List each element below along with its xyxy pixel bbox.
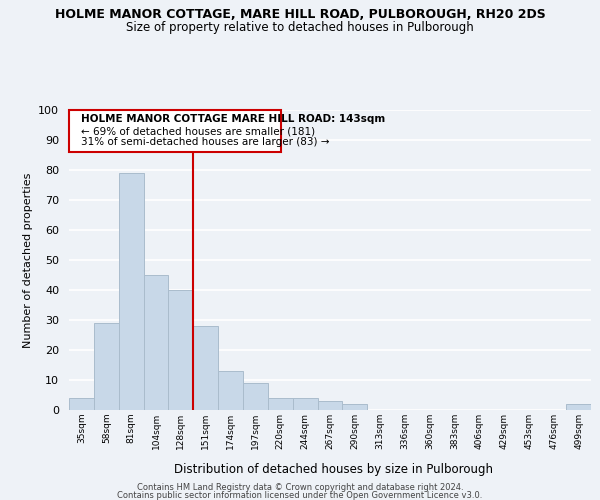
Bar [218,371,243,410]
Bar [268,398,293,410]
Text: ← 69% of detached houses are smaller (181): ← 69% of detached houses are smaller (18… [82,126,316,136]
Bar [193,326,218,410]
Bar [119,173,143,410]
FancyBboxPatch shape [70,110,281,152]
Text: Contains HM Land Registry data © Crown copyright and database right 2024.: Contains HM Land Registry data © Crown c… [137,483,463,492]
Bar [293,398,317,410]
Text: Size of property relative to detached houses in Pulborough: Size of property relative to detached ho… [126,21,474,34]
Y-axis label: Number of detached properties: Number of detached properties [23,172,33,348]
Bar [317,401,343,410]
Text: HOLME MANOR COTTAGE MARE HILL ROAD: 143sqm: HOLME MANOR COTTAGE MARE HILL ROAD: 143s… [82,114,386,124]
Bar [143,275,169,410]
Text: HOLME MANOR COTTAGE, MARE HILL ROAD, PULBOROUGH, RH20 2DS: HOLME MANOR COTTAGE, MARE HILL ROAD, PUL… [55,8,545,20]
Bar [69,398,94,410]
Text: Distribution of detached houses by size in Pulborough: Distribution of detached houses by size … [173,464,493,476]
Bar [169,290,193,410]
Bar [243,383,268,410]
Text: Contains public sector information licensed under the Open Government Licence v3: Contains public sector information licen… [118,490,482,500]
Bar [566,404,591,410]
Text: 31% of semi-detached houses are larger (83) →: 31% of semi-detached houses are larger (… [82,137,330,147]
Bar [343,404,367,410]
Bar [94,323,119,410]
